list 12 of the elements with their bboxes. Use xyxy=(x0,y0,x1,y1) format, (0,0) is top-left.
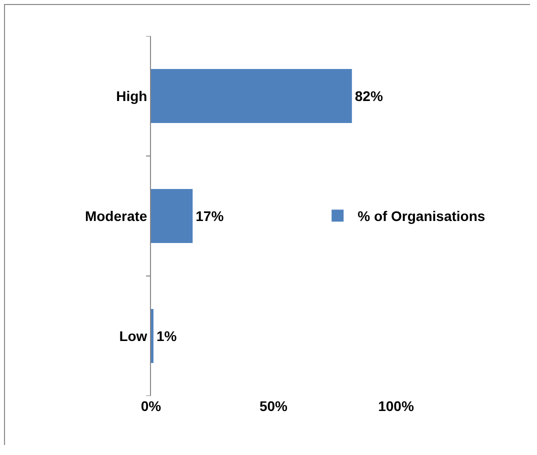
data-label: 1% xyxy=(156,328,178,344)
x-tick-label: 0% xyxy=(140,398,162,414)
y-tick-label: Moderate xyxy=(84,208,148,224)
y-tick-label: Low xyxy=(119,328,148,344)
data-label: 82% xyxy=(354,88,384,104)
bar xyxy=(151,69,352,123)
x-tick-label: 50% xyxy=(259,398,288,414)
legend-label: % of Organisations xyxy=(358,208,486,224)
x-tick-label: 100% xyxy=(378,398,414,414)
data-label: 17% xyxy=(196,208,224,224)
bar xyxy=(151,189,193,243)
y-tick-label: High xyxy=(116,88,148,104)
